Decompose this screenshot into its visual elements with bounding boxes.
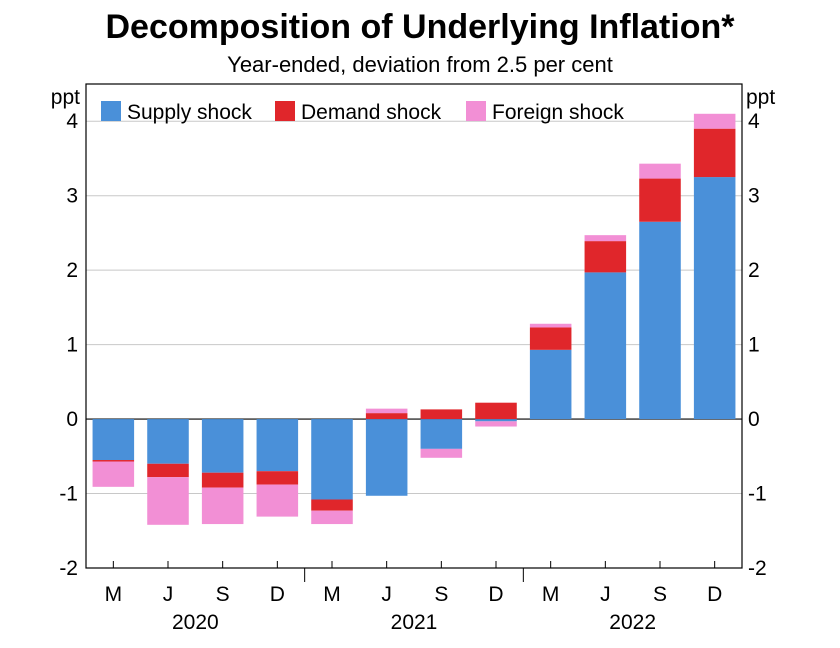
legend-label: Demand shock	[301, 101, 442, 124]
y-tick-label-right: -2	[748, 557, 767, 580]
x-tick-label: M	[323, 583, 341, 606]
bar-segment-demand-shock	[92, 460, 135, 462]
x-tick-label: D	[707, 583, 722, 606]
legend-item: Demand shock	[275, 101, 442, 124]
bar-segment-supply-shock	[201, 419, 244, 473]
y-tick-label-left: 0	[66, 408, 78, 431]
legend-label: Supply shock	[127, 101, 252, 124]
bar-segment-foreign-shock	[584, 235, 627, 242]
y-tick-label-left: 3	[66, 185, 78, 208]
y-tick-label-right: 3	[748, 185, 760, 208]
bar-segment-supply-shock	[365, 419, 408, 496]
bar-segment-foreign-shock	[420, 448, 463, 458]
y-tick-label-right: 2	[748, 259, 760, 282]
plot-frame	[85, 83, 743, 569]
y-tick-label-left: 2	[66, 259, 78, 282]
year-label: 2022	[609, 611, 656, 634]
bar-segment-demand-shock	[529, 327, 572, 350]
bar-segment-foreign-shock	[529, 323, 572, 328]
x-tick-label: S	[434, 583, 448, 606]
legend-item: Foreign shock	[466, 101, 624, 124]
bar-segment-foreign-shock	[475, 421, 517, 427]
bar-segment-foreign-shock	[92, 461, 135, 487]
bar-segment-foreign-shock	[639, 163, 681, 179]
chart-title: Decomposition of Underlying Inflation*	[105, 8, 735, 46]
bar-segment-supply-shock	[92, 419, 135, 461]
bar-segment-supply-shock	[311, 419, 353, 500]
bar-segment-supply-shock	[147, 419, 189, 464]
bar-segment-demand-shock	[147, 463, 189, 478]
bar-segment-supply-shock	[475, 419, 517, 422]
bar-segment-foreign-shock	[693, 113, 736, 129]
x-tick-label: J	[600, 583, 611, 606]
y-axis-unit-left: ppt	[51, 86, 80, 109]
legend-swatch	[275, 101, 295, 121]
legend-swatch	[466, 101, 486, 121]
legend-label: Foreign shock	[492, 101, 624, 124]
bar-segment-demand-shock	[584, 241, 627, 273]
legend-item: Supply shock	[101, 101, 252, 124]
bar-segment-supply-shock	[256, 419, 299, 472]
chart-subtitle: Year-ended, deviation from 2.5 per cent	[227, 52, 613, 77]
x-tick-label: M	[105, 583, 123, 606]
x-tick-label: S	[216, 583, 230, 606]
y-axis-unit-right: ppt	[746, 86, 775, 109]
legend-swatch	[101, 101, 121, 121]
y-tick-label-right: 1	[748, 334, 760, 357]
bar-segment-foreign-shock	[256, 484, 299, 517]
x-tick-label: S	[653, 583, 667, 606]
gridlines	[86, 120, 742, 495]
x-tick-label: D	[488, 583, 503, 606]
legend: Supply shock Demand shock Foreign shock	[101, 101, 624, 124]
bar-segment-demand-shock	[639, 178, 681, 222]
bar-segment-supply-shock	[420, 419, 463, 449]
year-label: 2021	[391, 611, 438, 634]
bar-segment-foreign-shock	[147, 477, 189, 525]
bar-segment-foreign-shock	[311, 510, 353, 525]
bar-segment-demand-shock	[201, 472, 244, 488]
bar-segment-demand-shock	[475, 402, 517, 420]
y-tick-label-left: -2	[59, 557, 78, 580]
bars	[92, 113, 736, 525]
bar-segment-supply-shock	[584, 272, 627, 420]
bar-segment-demand-shock	[693, 128, 736, 178]
y-tick-label-left: -1	[59, 483, 78, 506]
y-tick-label-left: 4	[66, 110, 78, 133]
y-tick-label-right: 0	[748, 408, 760, 431]
bar-segment-foreign-shock	[201, 487, 244, 525]
y-tick-label-right: -1	[748, 483, 767, 506]
bar-segment-demand-shock	[420, 409, 463, 420]
y-tick-label-right: 4	[748, 110, 760, 133]
bar-segment-demand-shock	[311, 499, 353, 511]
bar-segment-demand-shock	[256, 471, 299, 485]
year-label: 2020	[172, 611, 219, 634]
x-tick-label: M	[542, 583, 560, 606]
bar-segment-demand-shock	[365, 413, 408, 420]
x-tick-label: J	[381, 583, 392, 606]
y-tick-label-left: 1	[66, 334, 78, 357]
bar-segment-supply-shock	[639, 221, 681, 420]
x-tick-label: J	[163, 583, 174, 606]
bar-segment-foreign-shock	[365, 408, 408, 414]
bar-segment-supply-shock	[529, 349, 572, 420]
x-tick-label: D	[270, 583, 285, 606]
bar-segment-supply-shock	[693, 177, 736, 420]
